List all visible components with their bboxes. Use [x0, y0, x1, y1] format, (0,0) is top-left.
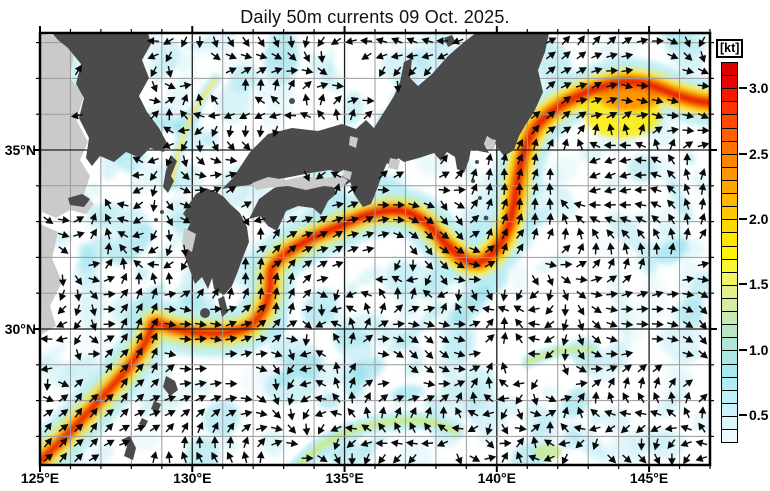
colorbar-segment	[722, 271, 737, 285]
colorbar-segment	[722, 389, 737, 403]
colorbar-segment	[722, 402, 737, 416]
colorbar-segment	[722, 245, 737, 259]
colorbar	[721, 62, 738, 443]
colorbar-segment	[722, 114, 737, 128]
lon-axis-label: 130°E	[173, 470, 212, 486]
colorbar-segment	[722, 376, 737, 390]
colorbar-segment	[722, 311, 737, 325]
colorbar-tick-label: 1.5	[749, 276, 769, 293]
colorbar-tick-mark	[739, 217, 747, 220]
lon-axis-label: 145°E	[629, 470, 669, 486]
colorbar-tick-mark	[739, 152, 747, 155]
lon-axis-label: 140°E	[477, 470, 516, 486]
colorbar-unit-label: [kt]	[716, 39, 744, 58]
colorbar-segment	[722, 363, 737, 377]
colorbar-segment	[722, 258, 737, 272]
colorbar-tick-label: 1.0	[749, 341, 769, 358]
colorbar-segment	[722, 415, 737, 430]
colorbar-segment	[722, 153, 737, 167]
lon-axis-label: 135°E	[325, 470, 364, 486]
colorbar-tick-mark	[739, 348, 747, 351]
colorbar-segment	[722, 193, 737, 207]
colorbar-tick-label: 2.5	[749, 145, 769, 162]
colorbar-segment	[722, 179, 737, 194]
colorbar-segment	[722, 166, 737, 180]
lon-axis-label: 125°E	[20, 470, 60, 486]
lat-axis-label: 35°N	[4, 142, 36, 158]
colorbar-segment	[722, 206, 737, 220]
colorbar-segment	[722, 284, 737, 298]
colorbar-segment	[722, 88, 737, 102]
colorbar-segment	[722, 350, 737, 364]
colorbar-segment	[722, 63, 737, 76]
colorbar-tick-mark	[739, 283, 747, 286]
colorbar-segment	[722, 337, 737, 351]
colorbar-segment	[722, 75, 737, 89]
colorbar-segment	[722, 140, 737, 154]
colorbar-segment	[722, 429, 737, 443]
colorbar-tick-label: 3.0	[749, 80, 769, 97]
colorbar-segment	[722, 297, 737, 312]
colorbar-tick-label: 2.0	[749, 210, 769, 227]
colorbar-tick-mark	[739, 414, 747, 417]
colorbar-segment	[722, 232, 737, 246]
colorbar-segment	[722, 324, 737, 338]
chart-title: Daily 50m currents 09 Oct. 2025.	[240, 7, 510, 27]
lat-axis-label: 30°N	[4, 321, 36, 337]
colorbar-segment	[722, 101, 737, 115]
colorbar-tick-label: 0.5	[749, 407, 769, 424]
colorbar-segment	[722, 127, 737, 141]
colorbar-tick-mark	[739, 87, 747, 90]
colorbar-segment	[722, 219, 737, 233]
